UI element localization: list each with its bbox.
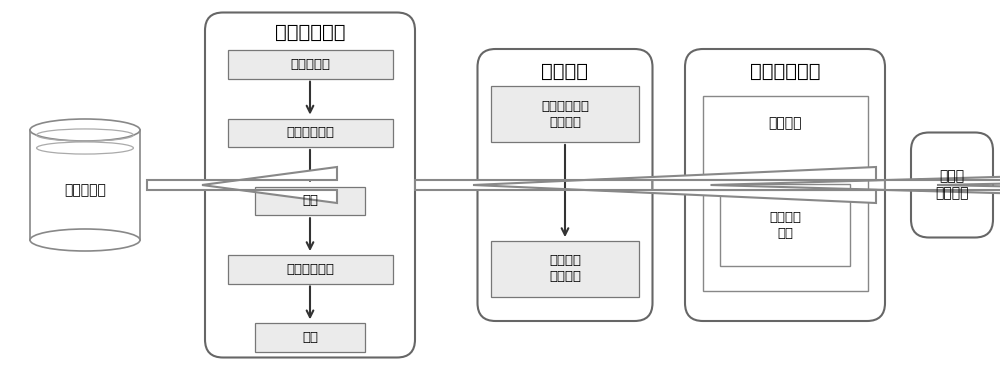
Text: 动态规划: 动态规划 bbox=[768, 117, 802, 131]
Text: 分段统计
近似表示: 分段统计 近似表示 bbox=[549, 255, 581, 283]
Text: 计算子序列各
统计特征: 计算子序列各 统计特征 bbox=[541, 100, 589, 128]
Text: 编码: 编码 bbox=[302, 195, 318, 208]
Polygon shape bbox=[147, 167, 337, 203]
Text: 转折模式匹配: 转折模式匹配 bbox=[286, 263, 334, 276]
Bar bbox=[228, 118, 392, 147]
Text: 特征提取: 特征提取 bbox=[542, 61, 588, 81]
Bar bbox=[702, 95, 868, 290]
Bar bbox=[30, 130, 140, 240]
Ellipse shape bbox=[30, 119, 140, 141]
Text: 相似性
度量结果: 相似性 度量结果 bbox=[935, 169, 969, 201]
FancyBboxPatch shape bbox=[911, 132, 993, 238]
Bar bbox=[720, 184, 850, 266]
Text: 数据规范化: 数据规范化 bbox=[290, 58, 330, 71]
FancyBboxPatch shape bbox=[205, 13, 415, 357]
Text: 分段: 分段 bbox=[302, 331, 318, 344]
Bar bbox=[228, 50, 392, 79]
Bar bbox=[491, 241, 639, 297]
Polygon shape bbox=[652, 167, 1000, 203]
FancyBboxPatch shape bbox=[478, 49, 652, 321]
FancyBboxPatch shape bbox=[685, 49, 885, 321]
Text: 时序数据库: 时序数据库 bbox=[64, 183, 106, 197]
Bar bbox=[228, 255, 392, 283]
Bar bbox=[255, 323, 365, 352]
Text: 数据平滑处理: 数据平滑处理 bbox=[286, 126, 334, 139]
Bar bbox=[491, 86, 639, 142]
Bar bbox=[255, 187, 365, 215]
Ellipse shape bbox=[30, 229, 140, 251]
Text: 自适应性分段: 自适应性分段 bbox=[275, 23, 345, 42]
Polygon shape bbox=[415, 167, 876, 203]
Polygon shape bbox=[885, 167, 1000, 203]
Text: 局部模式
匹配: 局部模式 匹配 bbox=[769, 211, 801, 239]
Text: 动态模式匹配: 动态模式匹配 bbox=[750, 61, 820, 81]
